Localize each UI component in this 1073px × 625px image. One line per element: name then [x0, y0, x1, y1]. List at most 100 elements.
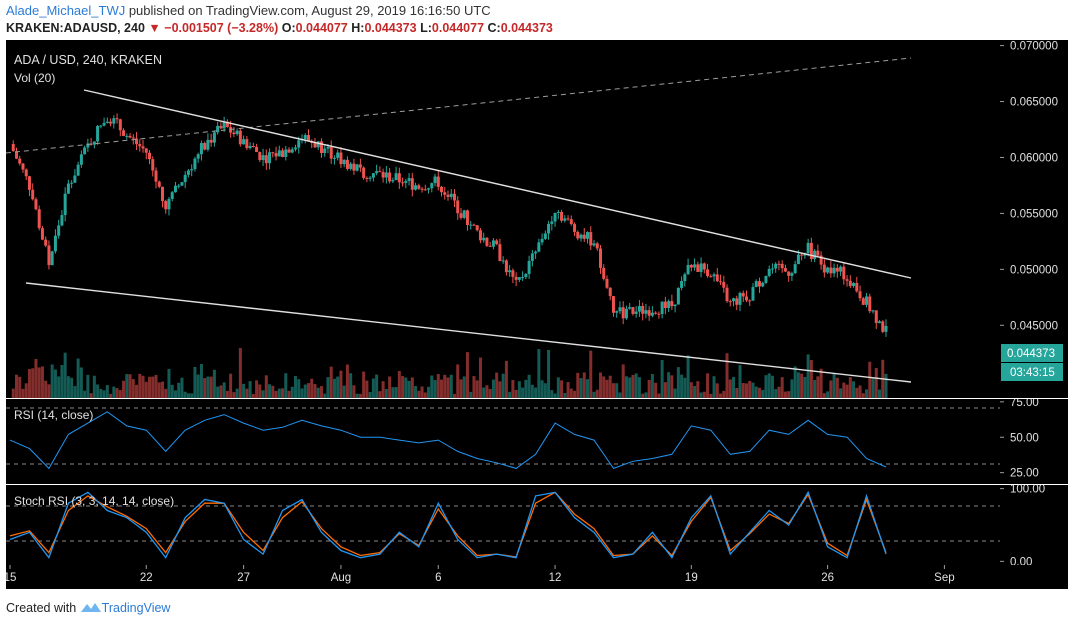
candle-body: [741, 292, 745, 297]
open-label: O:: [281, 21, 296, 35]
candle-body: [761, 282, 765, 287]
candle-body: [410, 178, 414, 190]
time-tick-label: 6: [435, 572, 441, 584]
candle-body: [686, 265, 690, 275]
candle-body: [819, 255, 823, 265]
volume-bar: [842, 382, 846, 398]
price-tick-label: 0.045000: [1010, 320, 1058, 332]
volume-bar: [800, 373, 804, 398]
rsi-panel[interactable]: RSI (14, close): [6, 399, 1000, 484]
tradingview-link[interactable]: TradingView: [101, 601, 171, 615]
candle-body: [790, 273, 794, 276]
candle-body: [855, 283, 859, 292]
volume-bar: [868, 361, 872, 398]
volume-bar: [488, 388, 492, 398]
rsi-axis[interactable]: 25.00 50.00 75.00: [1000, 397, 1068, 484]
candle-body: [446, 194, 450, 197]
volume-bar: [556, 377, 560, 398]
volume-bar: [264, 375, 268, 398]
candle-body: [628, 307, 632, 309]
volume-bar: [839, 388, 843, 398]
candle-body: [475, 225, 479, 231]
upper-wedge-line[interactable]: [83, 89, 912, 279]
stoch-axis[interactable]: 0.00 100.00: [1000, 484, 1068, 568]
candle-body: [203, 143, 207, 150]
volume-bar: [102, 390, 106, 398]
volume-bar: [673, 388, 677, 398]
candle-body: [452, 193, 456, 201]
candle-body: [793, 264, 797, 274]
volume-bar: [173, 390, 177, 398]
price-chart[interactable]: ADA / USD, 240, KRAKEN Vol (20): [5, 40, 1000, 398]
candle-body: [874, 310, 878, 324]
volume-bar: [105, 385, 109, 398]
volume-bar: [345, 364, 349, 398]
candle-body: [355, 164, 359, 171]
volume-bar: [248, 381, 252, 398]
high-value: 0.044373: [364, 21, 417, 35]
stoch-rsi-chart[interactable]: Stoch RSI (3, 3, 14, 14, close): [6, 485, 1000, 565]
candle-body: [294, 147, 298, 150]
volume-bar: [209, 376, 213, 398]
volume-bar: [284, 373, 288, 398]
volume-bar: [433, 380, 437, 398]
stoch-rsi-panel[interactable]: Stoch RSI (3, 3, 14, 14, close): [6, 485, 1000, 565]
candle-body: [420, 188, 424, 190]
volume-bar: [615, 383, 619, 398]
candle-body: [644, 310, 648, 314]
candle-body: [602, 267, 606, 279]
candle-body: [767, 268, 771, 276]
volume-bar: [822, 393, 826, 398]
price-chart-panel[interactable]: ADA / USD, 240, KRAKEN Vol (20): [5, 40, 1000, 398]
volume-bar: [663, 382, 667, 398]
candle-body: [813, 250, 817, 260]
volume-bar: [60, 365, 64, 398]
volume-bar: [774, 389, 778, 398]
time-axis[interactable]: 15 22 27 Aug 6 12 19 26 Sep: [4, 565, 1068, 589]
dashed-trendline[interactable]: [5, 57, 912, 154]
stoch-tick-label: 100.00: [1010, 485, 1045, 496]
candle-body: [148, 152, 152, 160]
volume-bar: [420, 386, 424, 398]
candle-body: [871, 310, 875, 312]
volume-bar: [478, 357, 482, 398]
volume-bar: [826, 391, 830, 398]
candle-body: [488, 245, 492, 247]
candle-body: [131, 137, 135, 139]
candle-body: [806, 242, 810, 254]
author-link[interactable]: Alade_Michael_TWJ: [6, 3, 126, 18]
volume-bar: [216, 386, 220, 398]
volume-bar: [414, 386, 418, 398]
volume-bar: [148, 376, 152, 398]
candle-body: [631, 307, 635, 314]
lower-wedge-line[interactable]: [25, 282, 912, 383]
candle-body: [430, 183, 434, 189]
volume-bar: [530, 384, 534, 398]
volume-bar: [83, 390, 87, 398]
price-axis[interactable]: 0.045000 0.050000 0.055000 0.060000 0.065000…: [1000, 40, 1068, 398]
volume-bar: [128, 374, 132, 398]
volume-bar: [676, 367, 680, 398]
volume-bar: [313, 384, 317, 398]
volume-bar: [70, 377, 74, 398]
volume-bar: [339, 370, 343, 398]
candle-body: [238, 130, 242, 145]
volume-bar: [719, 393, 723, 398]
candle-body: [381, 172, 385, 178]
rsi-tick-label: 50.00: [1010, 432, 1039, 444]
volume-bar: [212, 369, 216, 398]
candle-body: [576, 231, 580, 239]
volume-bar: [50, 364, 54, 398]
volume-bar: [508, 391, 512, 398]
volume-bar: [368, 391, 372, 398]
volume-bar: [268, 384, 272, 398]
volume-bar: [183, 391, 187, 398]
open-value: 0.044077: [295, 21, 348, 35]
rsi-chart[interactable]: RSI (14, close): [6, 399, 1000, 484]
volume-bar: [722, 390, 726, 398]
countdown-value: 03:43:15: [1010, 367, 1055, 379]
candle-body: [358, 164, 362, 168]
published-text: published on TradingView.com, August 29,…: [125, 3, 491, 18]
volume-bar: [303, 384, 307, 398]
candle-body: [709, 276, 713, 278]
